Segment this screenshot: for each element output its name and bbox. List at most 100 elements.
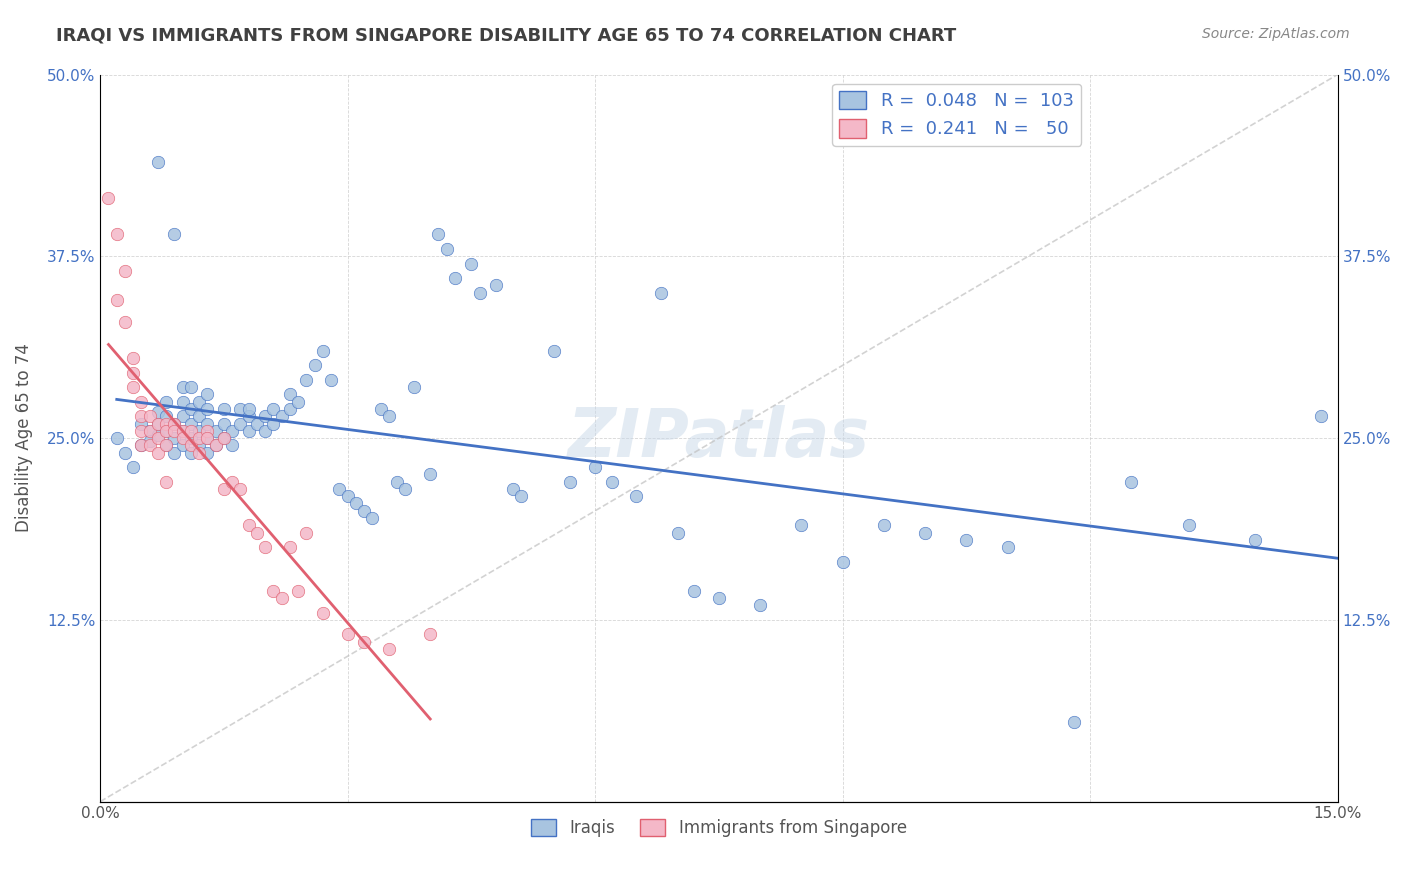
Point: [155, 475, 177, 489]
Point: [155, 417, 177, 431]
Point: [204, 424, 226, 438]
Point: [131, 417, 153, 431]
Point: [560, 475, 582, 489]
Point: [254, 540, 277, 554]
Point: [146, 445, 169, 459]
Point: [304, 359, 326, 373]
Point: [460, 256, 482, 270]
Point: [238, 401, 260, 416]
Point: [263, 401, 285, 416]
Point: [155, 424, 177, 438]
Point: [353, 634, 375, 648]
Point: [295, 525, 318, 540]
Point: [146, 428, 169, 442]
Text: ZIPatlas: ZIPatlas: [568, 405, 870, 471]
Point: [180, 401, 202, 416]
Point: [254, 424, 277, 438]
Point: [163, 417, 186, 431]
Point: [238, 409, 260, 424]
Point: [180, 417, 202, 431]
Point: [197, 445, 219, 459]
Point: [1310, 409, 1333, 424]
Point: [197, 417, 219, 431]
Point: [914, 525, 936, 540]
Point: [683, 583, 706, 598]
Point: [163, 424, 186, 438]
Point: [131, 438, 153, 452]
Point: [336, 627, 359, 641]
Point: [155, 394, 177, 409]
Point: [155, 438, 177, 452]
Point: [188, 445, 211, 459]
Point: [246, 525, 269, 540]
Point: [1244, 533, 1267, 547]
Point: [221, 424, 243, 438]
Point: [626, 489, 648, 503]
Point: [246, 417, 269, 431]
Point: [155, 409, 177, 424]
Point: [163, 445, 186, 459]
Point: [172, 409, 194, 424]
Point: [295, 373, 318, 387]
Point: [172, 380, 194, 394]
Point: [353, 504, 375, 518]
Point: [105, 227, 128, 242]
Point: [139, 409, 162, 424]
Point: [180, 424, 202, 438]
Point: [831, 555, 853, 569]
Point: [197, 387, 219, 401]
Point: [212, 417, 235, 431]
Point: [278, 387, 301, 401]
Point: [172, 424, 194, 438]
Point: [344, 496, 367, 510]
Point: [163, 227, 186, 242]
Point: [212, 482, 235, 496]
Point: [543, 343, 565, 358]
Point: [502, 482, 524, 496]
Point: [997, 540, 1019, 554]
Point: [180, 431, 202, 445]
Point: [122, 460, 145, 475]
Point: [221, 438, 243, 452]
Point: [122, 366, 145, 380]
Point: [122, 380, 145, 394]
Point: [270, 591, 292, 605]
Point: [287, 394, 309, 409]
Point: [229, 417, 252, 431]
Point: [163, 431, 186, 445]
Point: [419, 467, 441, 482]
Point: [197, 401, 219, 416]
Point: [163, 417, 186, 431]
Point: [378, 641, 401, 656]
Point: [468, 285, 491, 300]
Point: [114, 315, 136, 329]
Point: [131, 409, 153, 424]
Point: [180, 445, 202, 459]
Point: [402, 380, 425, 394]
Point: [204, 438, 226, 452]
Point: [139, 424, 162, 438]
Point: [1121, 475, 1143, 489]
Point: [180, 438, 202, 452]
Point: [146, 405, 169, 419]
Point: [139, 434, 162, 448]
Point: [114, 445, 136, 459]
Point: [378, 409, 401, 424]
Point: [394, 482, 416, 496]
Point: [263, 417, 285, 431]
Point: [419, 627, 441, 641]
Point: [238, 424, 260, 438]
Point: [600, 475, 623, 489]
Point: [97, 191, 120, 205]
Point: [114, 264, 136, 278]
Point: [749, 599, 772, 613]
Point: [146, 154, 169, 169]
Point: [212, 431, 235, 445]
Point: [188, 424, 211, 438]
Point: [278, 540, 301, 554]
Point: [254, 409, 277, 424]
Point: [139, 438, 162, 452]
Point: [361, 511, 384, 525]
Point: [131, 394, 153, 409]
Point: [155, 438, 177, 452]
